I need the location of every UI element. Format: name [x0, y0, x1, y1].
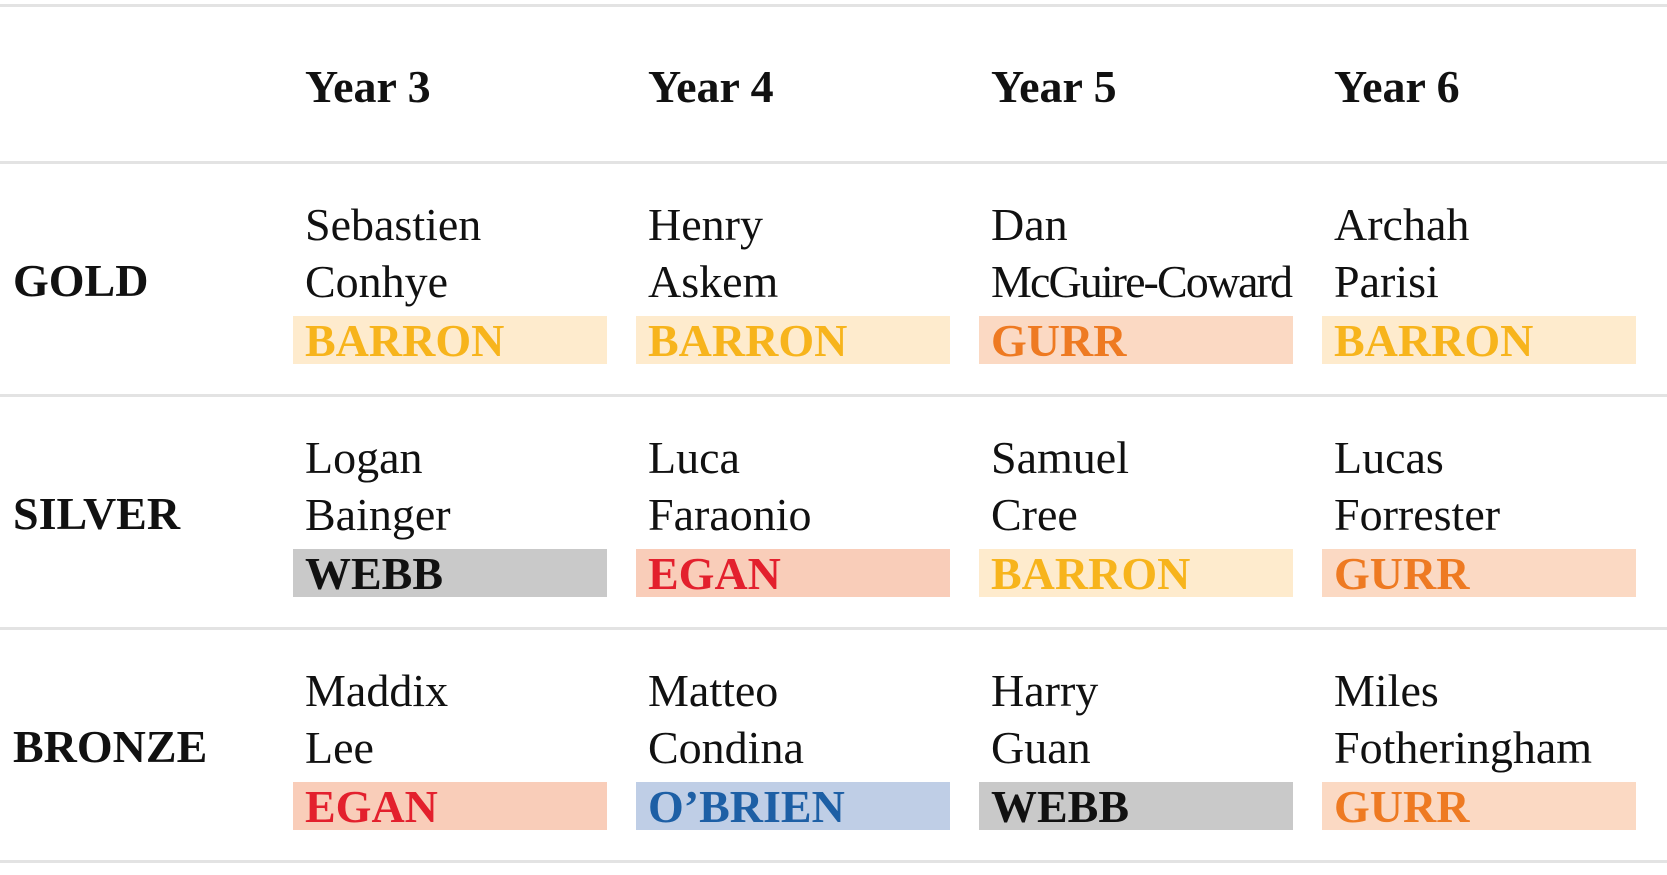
house-tag: WEBB — [979, 782, 1293, 832]
first-name: Logan — [305, 432, 423, 483]
rule — [0, 627, 1667, 630]
first-name: Harry — [991, 665, 1099, 716]
first-name: Matteo — [648, 665, 779, 716]
last-name: Condina — [648, 722, 804, 773]
first-name: Luca — [648, 432, 740, 483]
first-name: Lucas — [1334, 432, 1444, 483]
first-name: Dan — [991, 199, 1068, 250]
last-name: Forrester — [1334, 489, 1501, 540]
first-name: Samuel — [991, 432, 1129, 483]
house-tag: O’BRIEN — [636, 782, 950, 832]
column-header: Year 4 — [648, 61, 774, 112]
house-tag: GURR — [979, 316, 1293, 366]
first-name: Archah — [1334, 199, 1470, 250]
rule — [0, 4, 1667, 7]
house-tag: BARRON — [1322, 316, 1636, 366]
first-name: Miles — [1334, 665, 1439, 716]
last-name: Lee — [305, 722, 374, 773]
row-label: BRONZE — [13, 721, 208, 772]
rule — [0, 394, 1667, 397]
first-name: Maddix — [305, 665, 449, 716]
last-name: Parisi — [1334, 256, 1439, 307]
row-label: SILVER — [13, 488, 181, 539]
first-name: Henry — [648, 199, 763, 250]
house-tag: GURR — [1322, 549, 1636, 599]
rule — [0, 161, 1667, 164]
house-tag: BARRON — [636, 316, 950, 366]
rule — [0, 860, 1667, 863]
house-tag: EGAN — [636, 549, 950, 599]
house-tag: WEBB — [293, 549, 607, 599]
last-name: Conhye — [305, 256, 449, 307]
row-label: GOLD — [13, 255, 149, 306]
house-tag: BARRON — [979, 549, 1293, 599]
first-name: Sebastien — [305, 199, 482, 250]
house-tag: GURR — [1322, 782, 1636, 832]
column-header: Year 3 — [305, 61, 431, 112]
last-name: Fotheringham — [1334, 722, 1593, 773]
last-name: Cree — [991, 489, 1078, 540]
last-name: McGuire-Coward — [991, 256, 1293, 307]
last-name: Bainger — [305, 489, 451, 540]
column-header: Year 5 — [991, 61, 1117, 112]
column-header: Year 6 — [1334, 61, 1460, 112]
last-name: Faraonio — [648, 489, 812, 540]
house-tag: EGAN — [293, 782, 607, 832]
last-name: Guan — [991, 722, 1091, 773]
last-name: Askem — [648, 256, 779, 307]
house-tag: BARRON — [293, 316, 607, 366]
